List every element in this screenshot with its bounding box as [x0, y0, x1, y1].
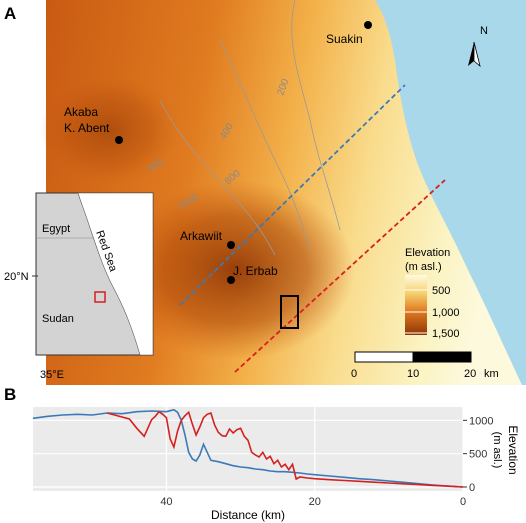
legend-tick-1500: 1,500 — [432, 328, 460, 340]
red-sea — [375, 0, 526, 385]
study-area-box — [280, 295, 299, 329]
place-marker-akaba — [115, 136, 123, 144]
place-label-arkawiit: Arkawiit — [180, 229, 223, 243]
highland-shading — [115, 180, 355, 360]
profile-lines — [32, 408, 464, 488]
lon-label: 35°E — [40, 369, 64, 381]
inset-label-sudan: Sudan — [42, 313, 74, 325]
profile-line-blue — [32, 408, 464, 488]
place-marker-suakin — [364, 21, 372, 29]
panel-a-label: A — [4, 4, 17, 23]
x-axis-label: Distance (km) — [211, 508, 285, 522]
x-tick-label: 0 — [460, 496, 466, 508]
x-ticks: 40 20 0 — [160, 496, 466, 508]
panel-b-label: B — [4, 385, 17, 404]
legend-colorbar — [405, 275, 427, 335]
scalebar-tick-20: 20 — [464, 368, 476, 380]
profile-line-red — [106, 410, 464, 488]
y-ticks: 1000 500 0 — [463, 415, 493, 494]
y-axis-unit: (m asl.) — [491, 432, 503, 469]
contour-600 — [159, 99, 276, 256]
y-tick-label: 500 — [469, 449, 487, 461]
scalebar-black — [412, 351, 472, 363]
y-tick-label: 1000 — [469, 415, 493, 427]
place-label-suakin: Suakin — [326, 32, 363, 46]
scalebar-tick-0: 0 — [351, 368, 357, 380]
elevation-map: 200 400 600 800 1000 Suakin Akaba K. Abe… — [4, 0, 526, 385]
place-label-k-abent: K. Abent — [64, 121, 110, 135]
highland-shading-north — [40, 75, 180, 185]
legend-subtitle: (m asl.) — [405, 261, 442, 273]
legend-tick-500: 500 — [432, 285, 450, 297]
place-label-j-erbab: J. Erbab — [233, 264, 278, 278]
elevation-profile-chart: 40 20 0 1000 500 0 Distance (km) Elevation (… — [32, 407, 520, 522]
north-arrow-icon: N — [468, 25, 488, 68]
scalebar-unit: km — [484, 368, 499, 380]
x-tick-label: 40 — [160, 496, 172, 508]
legend-tick-1000: 1,000 — [432, 307, 460, 319]
y-axis-label: Elevation — [506, 425, 520, 474]
inset-map: Egypt Red Sea Sudan — [35, 192, 154, 356]
x-tick-label: 20 — [309, 496, 321, 508]
scalebar-white — [354, 351, 414, 363]
contour-200 — [291, 0, 341, 231]
legend-title: Elevation — [405, 247, 450, 259]
y-tick-label: 0 — [469, 482, 475, 494]
inset-label-egypt: Egypt — [42, 223, 70, 235]
transect-blue — [179, 84, 406, 306]
place-label-akaba: Akaba — [64, 105, 98, 119]
lat-label: 20°N — [4, 271, 29, 283]
plot-background — [33, 407, 463, 491]
grid-lines — [33, 407, 464, 491]
svg-text:N: N — [480, 25, 488, 37]
scalebar-tick-10: 10 — [407, 368, 419, 380]
place-marker-j-erbab — [227, 276, 235, 284]
contour-400 — [219, 39, 311, 251]
place-marker-arkawiit — [227, 241, 235, 249]
